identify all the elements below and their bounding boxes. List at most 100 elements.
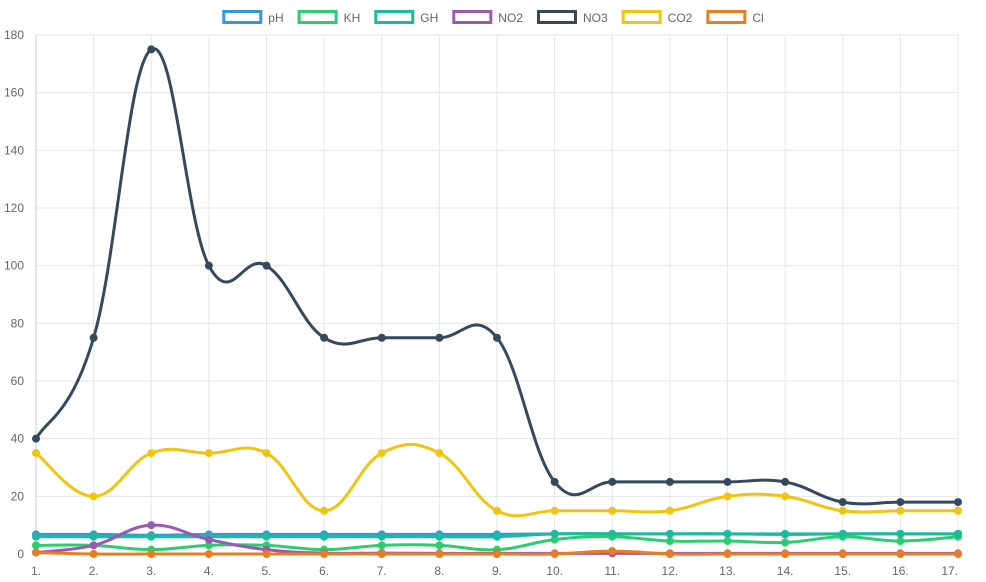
data-point-co2[interactable]: [665, 506, 674, 515]
legend-item-cl[interactable]: Cl: [706, 10, 764, 25]
data-point-no3[interactable]: [262, 261, 271, 270]
data-point-gh[interactable]: [838, 529, 847, 538]
data-point-no3[interactable]: [377, 333, 386, 342]
legend-item-kh[interactable]: KH: [297, 10, 360, 25]
data-point-kh[interactable]: [435, 541, 444, 550]
data-point-co2[interactable]: [435, 449, 444, 458]
data-point-co2[interactable]: [608, 506, 617, 515]
data-point-kh[interactable]: [665, 537, 674, 546]
data-point-no2[interactable]: [89, 541, 98, 550]
data-point-no3[interactable]: [550, 477, 559, 486]
data-point-cl[interactable]: [89, 550, 98, 558]
data-point-kh[interactable]: [377, 541, 386, 550]
data-point-no3[interactable]: [781, 477, 790, 486]
data-point-no3[interactable]: [204, 261, 213, 270]
data-point-co2[interactable]: [32, 449, 40, 458]
y-tick-label: 160: [4, 86, 24, 100]
x-tick-label: 9.: [492, 564, 502, 578]
data-point-kh[interactable]: [723, 537, 732, 546]
data-point-no3[interactable]: [665, 477, 674, 486]
data-point-gh[interactable]: [781, 529, 790, 538]
data-point-gh[interactable]: [147, 532, 156, 541]
data-point-co2[interactable]: [723, 492, 732, 501]
data-point-cl[interactable]: [435, 550, 444, 558]
data-point-co2[interactable]: [89, 492, 98, 501]
legend-label: CO2: [668, 11, 693, 25]
data-point-cl[interactable]: [723, 550, 732, 558]
data-point-gh[interactable]: [435, 532, 444, 541]
data-point-no2[interactable]: [204, 535, 213, 544]
legend-item-co2[interactable]: CO2: [621, 10, 693, 25]
data-point-cl[interactable]: [204, 550, 213, 558]
data-point-co2[interactable]: [954, 506, 962, 515]
data-point-co2[interactable]: [262, 449, 271, 458]
data-point-co2[interactable]: [147, 449, 156, 458]
data-point-cl[interactable]: [896, 550, 905, 558]
data-point-no3[interactable]: [435, 333, 444, 342]
data-point-co2[interactable]: [838, 506, 847, 515]
x-tick-label: 11.: [604, 564, 620, 578]
data-point-no3[interactable]: [89, 333, 98, 342]
x-tick-label: 15.: [834, 564, 851, 578]
x-tick-label: 8.: [434, 564, 444, 578]
data-point-co2[interactable]: [204, 449, 213, 458]
data-point-gh[interactable]: [550, 529, 559, 538]
data-point-co2[interactable]: [377, 449, 386, 458]
data-point-cl[interactable]: [665, 550, 674, 558]
data-point-gh[interactable]: [608, 529, 617, 538]
data-point-no3[interactable]: [954, 498, 962, 507]
legend-item-gh[interactable]: GH: [374, 10, 439, 25]
x-tick-label: 2.: [89, 564, 99, 578]
legend-item-ph[interactable]: pH: [222, 10, 284, 25]
legend-item-no2[interactable]: NO2: [452, 10, 524, 25]
data-point-co2[interactable]: [896, 506, 905, 515]
data-point-gh[interactable]: [493, 532, 501, 541]
y-tick-label: 140: [4, 143, 24, 157]
data-point-gh[interactable]: [723, 529, 732, 538]
data-point-no3[interactable]: [147, 45, 156, 54]
legend-label: Cl: [752, 11, 763, 25]
data-point-gh[interactable]: [954, 529, 962, 538]
data-point-cl[interactable]: [377, 550, 386, 558]
data-point-gh[interactable]: [896, 529, 905, 538]
data-point-cl[interactable]: [320, 550, 329, 558]
data-point-cl[interactable]: [838, 550, 847, 558]
data-point-no3[interactable]: [723, 477, 732, 486]
data-point-no3[interactable]: [32, 434, 40, 443]
data-point-cl[interactable]: [781, 550, 790, 558]
legend-label: pH: [268, 11, 283, 25]
data-point-gh[interactable]: [32, 532, 40, 541]
x-tick-label: 6.: [319, 564, 329, 578]
data-point-co2[interactable]: [781, 492, 790, 501]
data-point-no3[interactable]: [493, 333, 501, 342]
data-point-no3[interactable]: [320, 333, 329, 342]
data-point-no3[interactable]: [838, 498, 847, 507]
data-point-no3[interactable]: [896, 498, 905, 507]
data-point-kh[interactable]: [896, 537, 905, 546]
data-point-co2[interactable]: [320, 506, 329, 515]
data-point-gh[interactable]: [665, 529, 674, 538]
data-point-gh[interactable]: [89, 532, 98, 541]
data-point-no3[interactable]: [608, 477, 617, 486]
data-point-cl[interactable]: [954, 550, 962, 558]
data-point-cl[interactable]: [493, 550, 501, 558]
y-tick-label: 180: [4, 28, 24, 42]
data-point-cl[interactable]: [608, 547, 617, 556]
data-point-kh[interactable]: [781, 538, 790, 547]
data-point-gh[interactable]: [320, 532, 329, 541]
y-tick-label: 100: [4, 259, 24, 273]
data-point-co2[interactable]: [550, 506, 559, 515]
legend-swatch: [706, 10, 747, 24]
data-point-cl[interactable]: [262, 550, 271, 558]
data-point-gh[interactable]: [377, 532, 386, 541]
data-point-gh[interactable]: [262, 532, 271, 541]
data-point-cl[interactable]: [550, 550, 559, 558]
legend-item-no3[interactable]: NO3: [536, 10, 608, 25]
data-point-no2[interactable]: [147, 521, 156, 530]
data-point-kh[interactable]: [32, 541, 40, 550]
data-point-co2[interactable]: [493, 506, 501, 515]
data-point-cl[interactable]: [147, 550, 156, 558]
data-point-cl[interactable]: [32, 548, 40, 557]
